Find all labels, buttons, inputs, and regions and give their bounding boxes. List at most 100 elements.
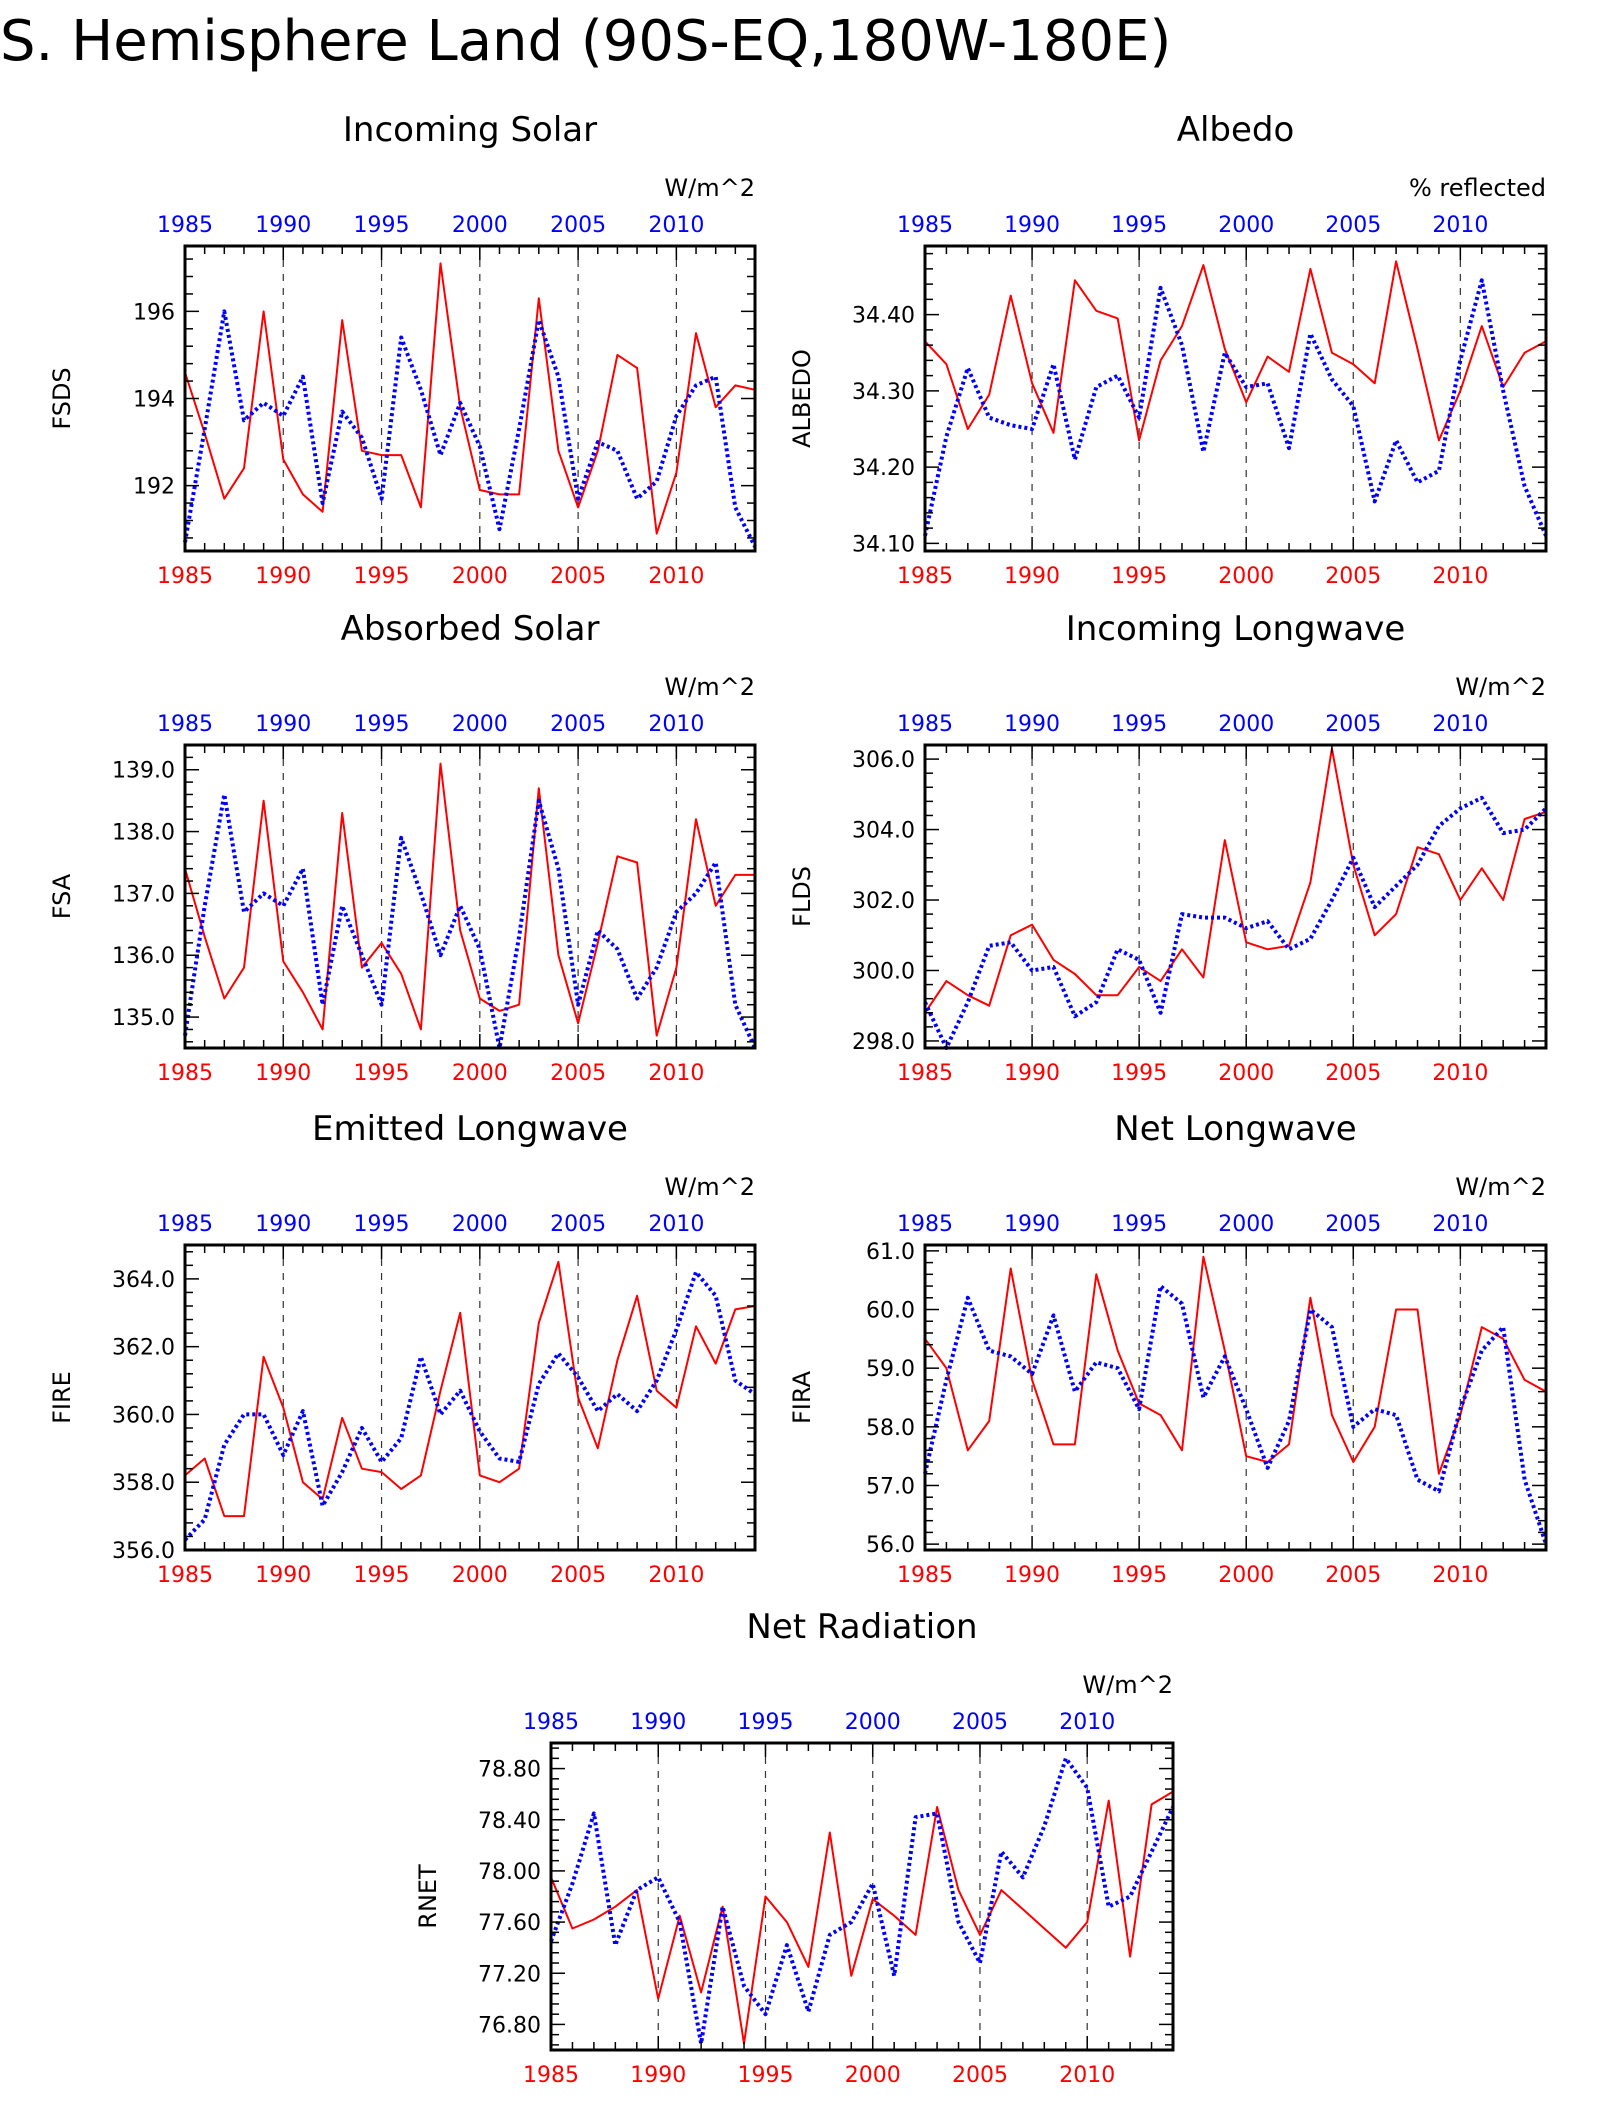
x-tick-label-bottom: 1995	[354, 1061, 410, 1086]
x-tick-label-bottom: 1990	[255, 564, 311, 589]
y-tick-label: 57.0	[866, 1474, 915, 1499]
x-tick-label-top: 2000	[1218, 213, 1274, 238]
y-tick-label: 139.0	[112, 759, 175, 784]
x-tick-label-bottom: 2005	[1325, 1061, 1381, 1086]
x-tick-label-bottom: 2005	[550, 1563, 606, 1588]
chart-panel: Net Longwave W/m^2 FIRA 1985 1990 1995 2000 200…	[788, 1109, 1548, 1588]
x-tick-label-top: 2000	[1218, 1212, 1274, 1237]
x-tick-label-bottom: 1995	[1111, 1563, 1167, 1588]
x-tick-label-top: 2005	[1325, 712, 1381, 737]
x-tick-label-bottom: 2005	[1325, 564, 1381, 589]
x-tick-label-top: 2010	[648, 1212, 704, 1237]
x-tick-label-bottom: 1990	[255, 1563, 311, 1588]
x-tick-label-top: 2000	[845, 1710, 901, 1735]
x-tick-label-bottom: 1995	[354, 1563, 410, 1588]
x-tick-label-top: 1985	[897, 213, 953, 238]
y-tick-label: 360.0	[112, 1403, 175, 1428]
y-tick-label: 196	[133, 300, 175, 325]
y-axis-label: FIRA	[788, 1370, 816, 1424]
y-axis-label: FSA	[48, 873, 76, 919]
x-tick-label-top: 1985	[157, 712, 213, 737]
plot-frame	[549, 1741, 1175, 2052]
y-tick-label: 364.0	[112, 1268, 175, 1293]
units-label: W/m^2	[664, 174, 755, 202]
x-tick-label-top: 1995	[354, 712, 410, 737]
x-tick-label-top: 1985	[523, 1710, 579, 1735]
series-line-red	[184, 1260, 756, 1518]
x-tick-label-bottom: 2010	[648, 1061, 704, 1086]
plot-frame	[183, 1243, 757, 1552]
y-tick-label: 358.0	[112, 1471, 175, 1496]
series-line-red	[924, 260, 1547, 442]
y-axis-label: FIRE	[48, 1371, 76, 1424]
y-tick-label: 138.0	[112, 821, 175, 846]
x-tick-label-top: 2010	[648, 213, 704, 238]
chart-panel: Net Radiation W/m^2 RNET 1985 1990 1995 2000 20…	[414, 1607, 1175, 2088]
plot-frame	[923, 1243, 1548, 1552]
x-tick-label-bottom: 1985	[157, 564, 213, 589]
chart-title: Albedo	[1177, 110, 1295, 150]
y-tick-label: 59.0	[866, 1357, 915, 1382]
x-tick-label-bottom: 2000	[845, 2063, 901, 2088]
x-tick-label-bottom: 1995	[1111, 564, 1167, 589]
y-axis-label: FLDS	[788, 866, 816, 927]
chart-title: Incoming Solar	[343, 110, 597, 150]
x-tick-label-bottom: 1990	[255, 1061, 311, 1086]
x-tick-label-top: 1995	[1111, 213, 1167, 238]
y-tick-label: 34.40	[852, 304, 915, 329]
x-tick-label-top: 1990	[255, 712, 311, 737]
x-tick-label-bottom: 2000	[1218, 1061, 1274, 1086]
x-tick-label-bottom: 1985	[897, 564, 953, 589]
units-label: % reflected	[1409, 174, 1546, 202]
series-line-red	[184, 762, 755, 1037]
y-tick-label: 137.0	[112, 882, 175, 907]
y-tick-label: 34.10	[852, 532, 915, 557]
x-tick-label-top: 2000	[452, 712, 508, 737]
x-tick-label-bottom: 2000	[1218, 1563, 1274, 1588]
x-tick-label-top: 1995	[737, 1710, 793, 1735]
x-tick-label-bottom: 2010	[1059, 2063, 1115, 2088]
y-tick-label: 135.0	[112, 1006, 175, 1031]
x-tick-label-top: 1995	[354, 1212, 410, 1237]
units-label: W/m^2	[664, 1173, 755, 1201]
y-tick-label: 136.0	[112, 944, 175, 969]
x-tick-label-bottom: 2010	[1432, 564, 1488, 589]
chart-title: Emitted Longwave	[312, 1109, 628, 1149]
units-label: W/m^2	[1082, 1671, 1173, 1699]
series-line-red	[184, 262, 756, 535]
x-tick-label-bottom: 2005	[550, 564, 606, 589]
x-tick-label-top: 1985	[157, 1212, 213, 1237]
x-tick-label-top: 1990	[630, 1710, 686, 1735]
y-tick-label: 58.0	[866, 1416, 915, 1441]
y-tick-label: 61.0	[866, 1240, 915, 1265]
x-tick-label-bottom: 1995	[737, 2063, 793, 2088]
x-tick-label-top: 2000	[1218, 712, 1274, 737]
chart-title: Net Longwave	[1114, 1109, 1356, 1149]
x-tick-label-bottom: 1995	[1111, 1061, 1167, 1086]
y-tick-label: 192	[133, 475, 175, 500]
x-tick-label-bottom: 2010	[648, 564, 704, 589]
y-tick-label: 304.0	[852, 819, 915, 844]
chart-title: Absorbed Solar	[341, 609, 600, 649]
x-tick-label-bottom: 2000	[1218, 564, 1274, 589]
x-tick-label-bottom: 2000	[452, 1061, 508, 1086]
x-tick-label-top: 2010	[648, 712, 704, 737]
chart-panel: Absorbed Solar W/m^2 FSA 1985 1990 1995 2000 20…	[48, 609, 757, 1086]
series-line-blue	[923, 795, 1548, 1050]
series-line-blue	[923, 1284, 1548, 1545]
y-tick-label: 194	[133, 388, 175, 413]
plot-frame	[923, 244, 1548, 553]
x-tick-label-top: 2005	[1325, 1212, 1381, 1237]
x-tick-label-top: 1990	[1004, 1212, 1060, 1237]
y-tick-label: 78.80	[478, 1758, 541, 1783]
series-line-blue	[183, 1270, 757, 1542]
x-tick-label-bottom: 2005	[1325, 1563, 1381, 1588]
x-tick-label-top: 2005	[550, 712, 606, 737]
x-tick-label-top: 1990	[255, 213, 311, 238]
x-tick-label-top: 1990	[255, 1212, 311, 1237]
x-tick-label-top: 1995	[1111, 712, 1167, 737]
x-tick-label-bottom: 2005	[952, 2063, 1008, 2088]
chart-panel: Incoming Solar W/m^2 FSDS 1985 1990 1995 2000 2…	[48, 110, 757, 589]
x-tick-label-bottom: 2000	[452, 564, 508, 589]
